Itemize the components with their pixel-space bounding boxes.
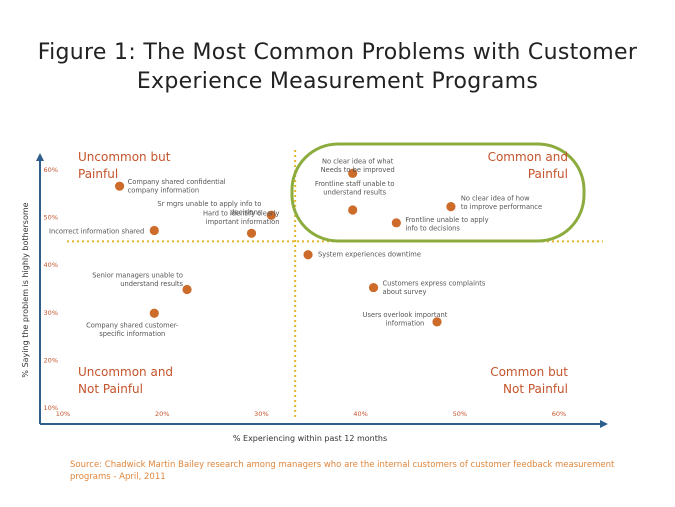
quadrant-label-uncommon-painful-line: Uncommon but: [78, 150, 171, 164]
x-axis-title: % Experiencing within past 12 months: [233, 434, 387, 443]
data-point: [149, 225, 159, 236]
y-tick-label: 60%: [44, 166, 58, 174]
data-point-label: System experiences downtime: [318, 251, 421, 259]
quadrant-label-common-not-painful-line: Common but: [490, 365, 568, 379]
data-point-label: Sr mgrs unable to apply info to decisions: [157, 200, 261, 217]
data-point-label-line: understand results: [323, 188, 386, 196]
data-point-label-line: company information: [128, 187, 200, 195]
y-tick-label: 20%: [44, 356, 58, 364]
quadrant-label-uncommon-not-painful: Uncommon and Not Painful: [78, 365, 173, 396]
data-point-label-line: decisions: [230, 209, 262, 217]
data-point-label: Incorrect information shared: [49, 227, 144, 235]
data-point-label: Frontline unable to apply info to decisio…: [405, 216, 488, 233]
x-tick-label: 10%: [56, 410, 70, 418]
y-tick-label: 50%: [44, 214, 58, 222]
data-point: [149, 308, 159, 318]
data-point-label-line: Needs to be improved: [321, 166, 395, 174]
data-point-label-line: Hard to identify clearly: [203, 209, 280, 217]
quadrant-label-common-not-painful-line: Not Painful: [503, 382, 568, 396]
y-tick-label: 30%: [44, 309, 58, 317]
quadrant-label-common-painful-line: Painful: [528, 167, 568, 181]
quadrant-label-uncommon-painful-line: Painful: [78, 167, 118, 181]
data-point: [446, 202, 456, 212]
data-point: [348, 205, 358, 215]
quadrant-label-common-painful: Common and Painful: [488, 150, 568, 181]
x-tick-label: 50%: [453, 410, 467, 418]
data-point-label: Hard to identify clearly important inform…: [203, 209, 280, 226]
data-point-label: Frontline staff unable to understand resu…: [315, 180, 395, 197]
data-point-label-line: information: [386, 319, 425, 327]
data-point-label-line: Sr mgrs unable to apply info to: [157, 200, 261, 208]
data-point-label-line: important information: [206, 218, 280, 226]
data-point-label-line: Incorrect information shared: [49, 227, 144, 235]
data-point-label-line: No clear idea of how: [461, 195, 530, 203]
data-point-label-line: No clear idea of what: [322, 157, 394, 165]
data-point: [368, 282, 379, 293]
chart-title: Figure 1: The Most Common Problems with …: [0, 38, 675, 96]
quadrant-label-uncommon-not-painful-line: Uncommon and: [78, 365, 173, 379]
y-tick-label: 40%: [44, 261, 58, 269]
data-point-label: No clear idea of what Needs to be improve…: [321, 157, 395, 174]
data-point-label: Users overlook important information: [363, 311, 448, 328]
data-point-label-line: Frontline staff unable to: [315, 180, 395, 188]
data-point-label-line: Senior managers unable to: [92, 271, 183, 279]
data-point-label-line: System experiences downtime: [318, 251, 421, 259]
data-point-label-line: Customers express complaints: [383, 280, 486, 288]
data-point: [246, 228, 257, 238]
data-point: [391, 218, 401, 228]
chart-title-line-2: Experience Measurement Programs: [136, 69, 539, 94]
data-point-label-line: Frontline unable to apply: [405, 216, 488, 224]
data-point-label-line: info to decisions: [405, 224, 460, 232]
x-tick-label: 20%: [155, 410, 169, 418]
data-point-label: Customers express complaints about survey: [383, 280, 486, 297]
x-tick-label: 30%: [254, 410, 268, 418]
data-point-label-line: Company shared confidential: [128, 178, 226, 186]
data-point-label: No clear idea of how to improve performan…: [461, 195, 542, 212]
data-point-label-line: Users overlook important: [363, 311, 448, 319]
data-point-label-line: understand results: [120, 280, 183, 288]
data-point-label: Company shared confidential company infor…: [128, 178, 226, 195]
x-tick-label: 60%: [552, 410, 566, 418]
data-point: [182, 284, 192, 295]
y-tick-label: 10%: [44, 404, 58, 412]
data-point: [303, 250, 313, 260]
data-point-label-line: specific information: [99, 330, 165, 338]
common-painful-oval: [290, 142, 586, 243]
source-note: Source: Chadwick Martin Bailey research …: [70, 460, 615, 482]
quadrant-label-common-painful-line: Common and: [488, 150, 568, 164]
quadrant-label-uncommon-not-painful-line: Not Painful: [78, 382, 143, 396]
data-point: [432, 317, 442, 327]
chart-title-line-1: Figure 1: The Most Common Problems with …: [37, 40, 638, 65]
data-point: [266, 210, 276, 220]
data-point: [348, 168, 358, 178]
quadrant-label-common-not-painful: Common but Not Painful: [490, 365, 568, 396]
data-point-label: Company shared customer-specific informa…: [86, 321, 179, 338]
data-point: [114, 181, 125, 191]
quadrant-label-uncommon-painful: Uncommon but Painful: [78, 150, 171, 181]
data-point-label-line: to improve performance: [461, 203, 542, 211]
data-point-label-line: Company shared customer-: [86, 321, 179, 329]
data-point-label: Senior managers unable to understand resu…: [92, 271, 183, 288]
y-axis-title: % Saying the problem is highly bothersom…: [21, 202, 30, 377]
data-point-label-line: about survey: [383, 288, 427, 296]
x-tick-label: 40%: [353, 410, 367, 418]
